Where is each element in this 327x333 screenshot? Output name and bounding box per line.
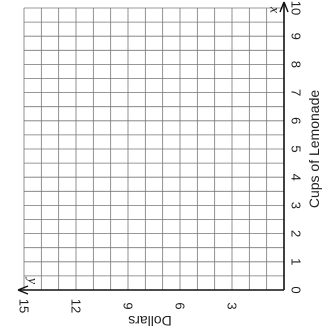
x-tick-label: 9: [289, 33, 304, 40]
x-axis-arrow: [279, 1, 289, 13]
y-tick-label: 12: [69, 299, 84, 313]
y-axis-variable: y: [25, 276, 40, 285]
x-tick-label: 5: [289, 145, 304, 152]
y-axis-arrow: [17, 285, 29, 295]
x-axis-label: Cups of Lemonade: [306, 90, 322, 209]
y-tick-label: 6: [173, 302, 188, 309]
y-axis-label: Dollars: [128, 313, 172, 329]
x-tick-label: 0: [289, 286, 304, 293]
x-tick-label: 6: [289, 117, 304, 124]
x-tick-label: 1: [289, 258, 304, 265]
y-tick-label: 9: [121, 302, 136, 309]
x-axis-variable: x: [267, 6, 282, 14]
grid-lines: [23, 7, 285, 291]
x-tick-label: 8: [289, 61, 304, 68]
x-tick-label: 3: [289, 202, 304, 209]
axes: [17, 1, 289, 295]
x-tick-label: 4: [289, 174, 304, 181]
y-tick-label: 3: [225, 302, 240, 309]
x-tick-label: 7: [289, 89, 304, 96]
y-tick-label: 15: [17, 299, 32, 313]
x-tick-label: 10: [289, 1, 304, 15]
x-tick-label: 2: [289, 230, 304, 237]
